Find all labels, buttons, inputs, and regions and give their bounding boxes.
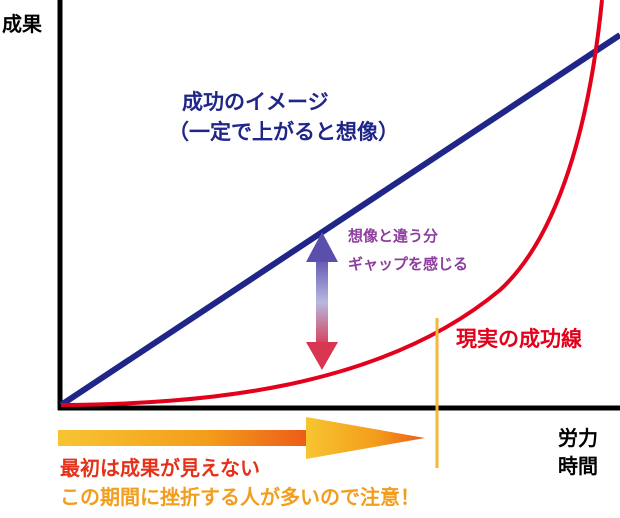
ideal-line	[59, 32, 620, 408]
arrow-right-icon	[58, 417, 425, 459]
y-axis-label: 成果	[2, 12, 42, 36]
message-line2: この期間に挫折する人が多いので注意！	[60, 485, 420, 509]
message-line1: 最初は成果が見えない	[60, 456, 260, 480]
gap-label-line1: 想像と違う分	[348, 227, 439, 245]
ideal-label-line2: （一定で上がると想像）	[168, 120, 399, 144]
x-axis-label-line2: 時間	[558, 454, 598, 478]
ideal-label-line1: 成功のイメージ	[182, 90, 329, 114]
real-curve	[60, 0, 604, 407]
double-arrow-icon	[306, 232, 338, 370]
gap-label-line2: ギャップを感じる	[348, 255, 469, 273]
x-axis-label-line1: 労力	[558, 426, 598, 450]
real-curve-label: 現実の成功線	[456, 327, 582, 351]
